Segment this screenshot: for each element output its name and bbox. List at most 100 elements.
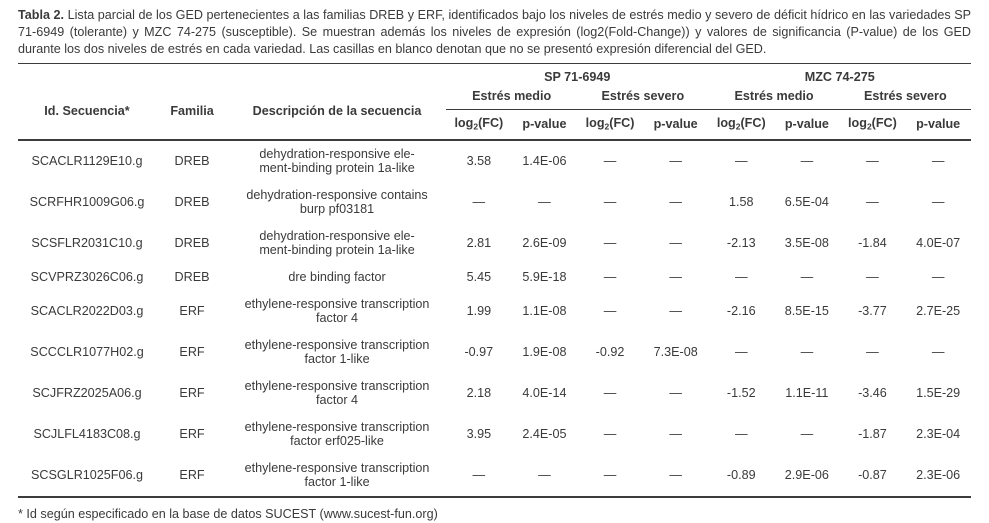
sequence-id-cell: SCACLR1129E10.g <box>31 153 143 168</box>
stress-header-sp-severo: Estrés severo <box>577 87 709 110</box>
description-cell: ethylene-responsive transcription factor… <box>244 460 430 490</box>
pvalue-sp-medio-cell: — <box>538 194 551 209</box>
logfc-mzc-medio-cell: — <box>734 269 748 284</box>
logfc-sp-medio-cell: — <box>472 194 486 209</box>
table-row: SCACLR1129E10.g DREB dehydration-responsiv… <box>18 140 971 182</box>
pvalue-mzc-medio-cell: — <box>800 269 814 284</box>
logfc-sp-medio-cell: -0.97 <box>464 344 494 359</box>
metric-header-logfc: log2(FC) <box>577 109 643 141</box>
metric-header-pvalue: p-value <box>774 109 840 141</box>
sequence-id-cell: SCVPRZ3026C06.g <box>30 269 144 284</box>
table-row: SCSGLR1025F06.g ERF ethylene-responsive tr… <box>18 455 971 497</box>
logfc-sp-medio-cell: 3.58 <box>466 153 492 168</box>
logfc-sp-medio-cell: 5.45 <box>466 269 492 284</box>
pvalue-mzc-severo-cell: 1.5E-29 <box>916 385 961 400</box>
logfc-sp-severo-cell: — <box>603 385 617 400</box>
logfc-mzc-medio-cell: -2.13 <box>726 235 756 250</box>
caption-label: Tabla 2. <box>18 8 65 22</box>
metric-header-pvalue: p-value <box>511 109 578 141</box>
description-cell: dehydration-responsive contains burp pf0… <box>246 187 428 217</box>
pvalue-mzc-severo-cell: 2.3E-06 <box>916 467 961 482</box>
logfc-mzc-medio-cell: -1.52 <box>726 385 756 400</box>
family-cell: ERF <box>179 303 205 318</box>
pvalue-mzc-severo-cell: — <box>931 153 945 168</box>
logfc-sp-severo-cell: — <box>603 467 617 482</box>
description-cell: dre binding factor <box>288 269 386 284</box>
pvalue-mzc-medio-cell: 8.5E-15 <box>784 303 829 318</box>
column-header-description: Descripción de la secuencia <box>228 87 447 141</box>
description-cell: ethylene-responsive transcription factor… <box>244 419 430 449</box>
logfc-mzc-severo-cell: — <box>866 153 879 168</box>
pvalue-mzc-medio-cell: 3.5E-08 <box>784 235 829 250</box>
logfc-sp-medio-cell: 1.99 <box>466 303 492 318</box>
stress-header-mzc-severo: Estrés severo <box>839 87 971 110</box>
family-cell: DREB <box>174 194 210 209</box>
table-row: SCRFHR1009G06.g DREB dehydration-responsiv… <box>18 182 971 223</box>
logfc-mzc-medio-cell: — <box>734 344 748 359</box>
logfc-sp-severo-cell: — <box>603 194 617 209</box>
variety-header-mzc: MZC 74-275 <box>804 70 875 84</box>
logfc-mzc-medio-cell: 1.58 <box>729 194 754 209</box>
logfc-mzc-severo-cell: -0.87 <box>858 467 887 482</box>
family-cell: DREB <box>174 235 210 250</box>
sequence-id-cell: SCSGLR1025F06.g <box>31 467 144 482</box>
pvalue-sp-medio-cell: 1.9E-08 <box>522 344 567 359</box>
table-footnote: * Id según especificado en la base de da… <box>18 506 438 521</box>
pvalue-sp-severo-cell: — <box>669 426 682 441</box>
description-cell: ethylene-responsive transcription factor… <box>244 378 430 408</box>
pvalue-mzc-severo-cell: — <box>931 344 945 359</box>
metric-header-logfc: log2(FC) <box>446 109 512 141</box>
gene-expression-table: SP 71-6949 MZC 74-275 Id. Secuencia* Fam… <box>18 64 971 498</box>
pvalue-sp-severo-cell: — <box>669 303 682 318</box>
logfc-mzc-severo-cell: — <box>866 269 879 284</box>
pvalue-mzc-medio-cell: 6.5E-04 <box>784 194 829 209</box>
caption-divider <box>18 63 971 64</box>
sequence-id-cell: SCRFHR1009G06.g <box>29 194 145 209</box>
metric-header-pvalue: p-value <box>905 109 971 141</box>
table-body: SCACLR1129E10.g DREB dehydration-responsiv… <box>18 140 971 497</box>
pvalue-mzc-medio-cell: — <box>800 153 814 168</box>
logfc-mzc-medio-cell: -2.16 <box>726 303 756 318</box>
sequence-id-cell: SCSFLR2031C10.g <box>31 235 143 250</box>
caption-text: Lista parcial de los GED pertenecientes … <box>18 8 971 56</box>
pvalue-sp-severo-cell: 7.3E-08 <box>653 344 698 359</box>
logfc-mzc-severo-cell: -3.77 <box>858 303 887 318</box>
pvalue-sp-medio-cell: — <box>538 467 551 482</box>
logfc-mzc-medio-cell: -0.89 <box>726 467 756 482</box>
pvalue-sp-medio-cell: 1.1E-08 <box>522 303 567 318</box>
metric-header-logfc: log2(FC) <box>708 109 775 141</box>
description-cell: dehydration-responsive ele- ment-binding… <box>259 146 415 176</box>
stress-header-sp-medio: Estrés medio <box>446 87 578 110</box>
logfc-sp-severo-cell: — <box>603 426 617 441</box>
variety-header-row: SP 71-6949 MZC 74-275 <box>18 64 971 87</box>
pvalue-mzc-severo-cell: — <box>931 269 945 284</box>
family-cell: DREB <box>174 153 210 168</box>
logfc-mzc-severo-cell: — <box>866 194 879 209</box>
family-cell: ERF <box>179 385 205 400</box>
logfc-mzc-severo-cell: -3.46 <box>858 385 887 400</box>
stress-header-mzc-medio: Estrés medio <box>708 87 840 110</box>
pvalue-sp-medio-cell: 5.9E-18 <box>522 269 567 284</box>
logfc-mzc-medio-cell: — <box>734 426 748 441</box>
table-caption: Tabla 2. Lista parcial de los GED perten… <box>18 7 971 58</box>
pvalue-sp-severo-cell: — <box>669 235 682 250</box>
metric-header-row: log2(FC) p-value log2(FC) p-value log2(F… <box>18 109 971 141</box>
sequence-id-cell: SCJLFL4183C08.g <box>33 426 141 441</box>
logfc-mzc-severo-cell: -1.87 <box>858 426 887 441</box>
column-header-family: Familia <box>156 87 229 141</box>
stress-header-row: Id. Secuencia* Familia Descripción de la… <box>18 87 971 141</box>
pvalue-sp-severo-cell: — <box>669 385 682 400</box>
pvalue-mzc-medio-cell: — <box>800 344 814 359</box>
family-cell: ERF <box>179 344 205 359</box>
logfc-mzc-severo-cell: — <box>866 344 879 359</box>
pvalue-mzc-severo-cell: 2.3E-04 <box>916 426 961 441</box>
description-cell: ethylene-responsive transcription factor… <box>244 337 430 367</box>
pvalue-sp-medio-cell: 2.4E-05 <box>522 426 567 441</box>
pvalue-mzc-severo-cell: 2.7E-25 <box>916 303 961 318</box>
pvalue-sp-medio-cell: 2.6E-09 <box>522 235 567 250</box>
sequence-id-cell: SCACLR2022D03.g <box>30 303 144 318</box>
pvalue-mzc-medio-cell: — <box>800 426 814 441</box>
logfc-sp-severo-cell: — <box>603 269 617 284</box>
pvalue-mzc-severo-cell: — <box>931 194 945 209</box>
